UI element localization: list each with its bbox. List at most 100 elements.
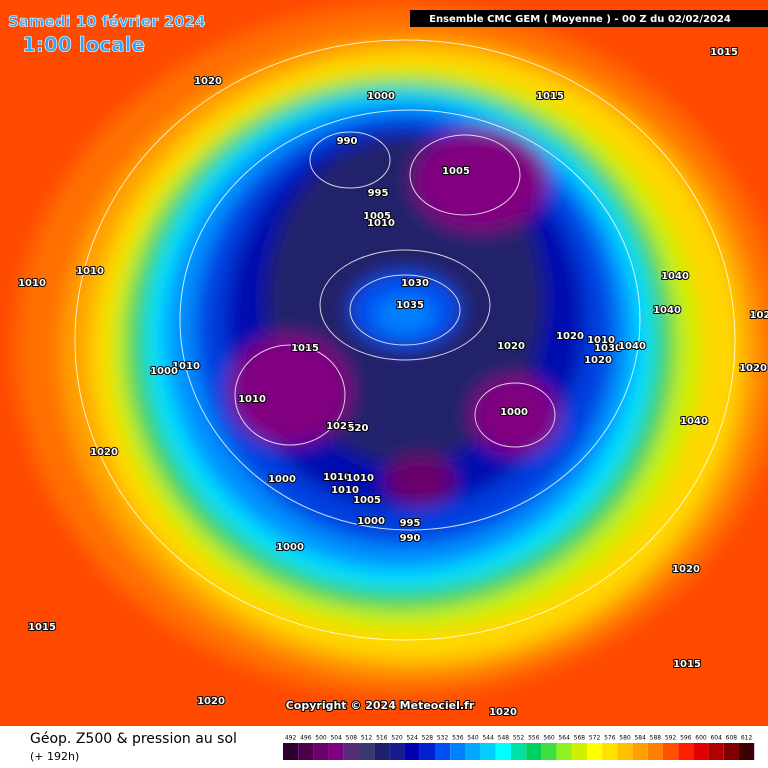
scale-label: 592 (665, 735, 677, 742)
map: Samedi 10 février 2024 1:00 locale Ensem… (0, 0, 768, 726)
isobars (74, 39, 736, 641)
isobar-label: 1040 (661, 271, 689, 282)
date: Samedi 10 février 2024 (8, 13, 205, 31)
scale-label: 556 (528, 735, 540, 742)
isobar-label: 102 (750, 310, 768, 321)
isobar-label: 1040 (680, 416, 708, 427)
scale-swatch (389, 743, 405, 760)
isobar-label: 1020 (90, 447, 118, 458)
scale-label: 492 (285, 735, 297, 742)
isobar-label: 1005 (363, 211, 391, 222)
footer: Géop. Z500 & pression au sol (+ 192h) 49… (30, 731, 755, 763)
isobar-label: 1010 (323, 472, 351, 483)
scale-label: 516 (376, 735, 388, 742)
model-bar (410, 10, 768, 27)
isobar-label: 1000 (500, 407, 528, 418)
scale-label: 604 (710, 735, 722, 742)
scale-swatch (283, 743, 299, 760)
scale-swatch (617, 743, 633, 760)
scale-label: 508 (346, 735, 358, 742)
isobar-label: 1010 (238, 394, 266, 405)
scale-swatch (647, 743, 663, 760)
scale-label: 608 (726, 735, 738, 742)
scale-swatch (678, 743, 694, 760)
isobar-label: 1000 (276, 542, 304, 553)
isobar-label: 1020 (194, 76, 222, 87)
scale-swatch (541, 743, 557, 760)
isobar-label: 1040 (618, 341, 646, 352)
isobar-label: 1020 (556, 331, 584, 342)
scale-swatch (708, 743, 724, 760)
isobar-label: 1025 (326, 421, 354, 432)
scale-swatch (313, 743, 329, 760)
isobar-label: 1020 (489, 707, 517, 718)
isobar-label: 1020 (672, 564, 700, 575)
scale-label: 584 (634, 735, 646, 742)
scale-label: 512 (361, 735, 373, 742)
scale-label: 588 (650, 735, 662, 742)
isobar-label: 1020 (739, 363, 767, 374)
isobar-label: 1000 (357, 516, 385, 527)
isobar-label: 1020 (497, 341, 525, 352)
scale-label: 564 (558, 735, 570, 742)
isobar-label: 1005 (442, 166, 470, 177)
scale-label: 540 (467, 735, 479, 742)
isobar-label: 990 (400, 533, 421, 544)
isobar-label: 1015 (536, 91, 564, 102)
scale-swatch (298, 743, 314, 760)
scale-swatch (374, 743, 390, 760)
scale-swatch (602, 743, 618, 760)
isobar-label: 1010 (172, 361, 200, 372)
isobar-label: 1010 (331, 485, 359, 496)
isobar-label: 1000 (150, 366, 178, 377)
scale-label: 544 (482, 735, 494, 742)
model-info: Ensemble CMC GEM ( Moyenne ) - 00 Z du 0… (429, 14, 731, 25)
scale-label: 500 (315, 735, 327, 742)
isobar-label: 1000 (268, 474, 296, 485)
scale-swatch (495, 743, 511, 760)
isobar-label: 1015 (673, 659, 701, 670)
scale-label: 528 (422, 735, 434, 742)
isobar-label: 1010 (346, 473, 374, 484)
isobar-label: 1010 (76, 266, 104, 277)
scale-label: 580 (619, 735, 631, 742)
isobar-label: 520 (348, 423, 369, 434)
scale-swatch (693, 743, 709, 760)
scale-label: 496 (300, 735, 312, 742)
isobar-label: 1000 (367, 91, 395, 102)
scale-swatch (723, 743, 739, 760)
scale-swatch (328, 743, 344, 760)
scale-label: 612 (741, 735, 753, 742)
isobar-label: 1010 (587, 335, 615, 346)
scale-swatch (739, 743, 755, 760)
scale-label: 520 (391, 735, 403, 742)
footer-lead: (+ 192h) (30, 750, 79, 763)
copyright: Copyright © 2024 Meteociel.fr (286, 699, 475, 712)
isobar-label: 995 (368, 188, 389, 199)
scale-swatch (571, 743, 587, 760)
isobar-label: 1020 (584, 355, 612, 366)
scale-swatch (435, 743, 451, 760)
isobar-label: 1030 (401, 278, 429, 289)
isobar-label: 1040 (653, 305, 681, 316)
scale-label: 600 (695, 735, 707, 742)
scale-swatch (663, 743, 679, 760)
isobar-label: 1030 (594, 343, 622, 354)
scale-swatch (404, 743, 420, 760)
scale-label: 572 (589, 735, 601, 742)
scale-swatch (419, 743, 435, 760)
isobar-label: 1015 (28, 622, 56, 633)
scale-label: 552 (513, 735, 525, 742)
isobar-label: 1005 (353, 495, 381, 506)
scale-swatch (359, 743, 375, 760)
footer-title: Géop. Z500 & pression au sol (30, 731, 237, 747)
height-field (15, 5, 768, 695)
scale-label: 560 (543, 735, 555, 742)
scale-label: 548 (498, 735, 510, 742)
scale-swatch (632, 743, 648, 760)
isobar-label: 1015 (291, 343, 319, 354)
scale-swatch (511, 743, 527, 760)
scale-swatch (556, 743, 572, 760)
scale-swatch (450, 743, 466, 760)
scale-swatch (480, 743, 496, 760)
